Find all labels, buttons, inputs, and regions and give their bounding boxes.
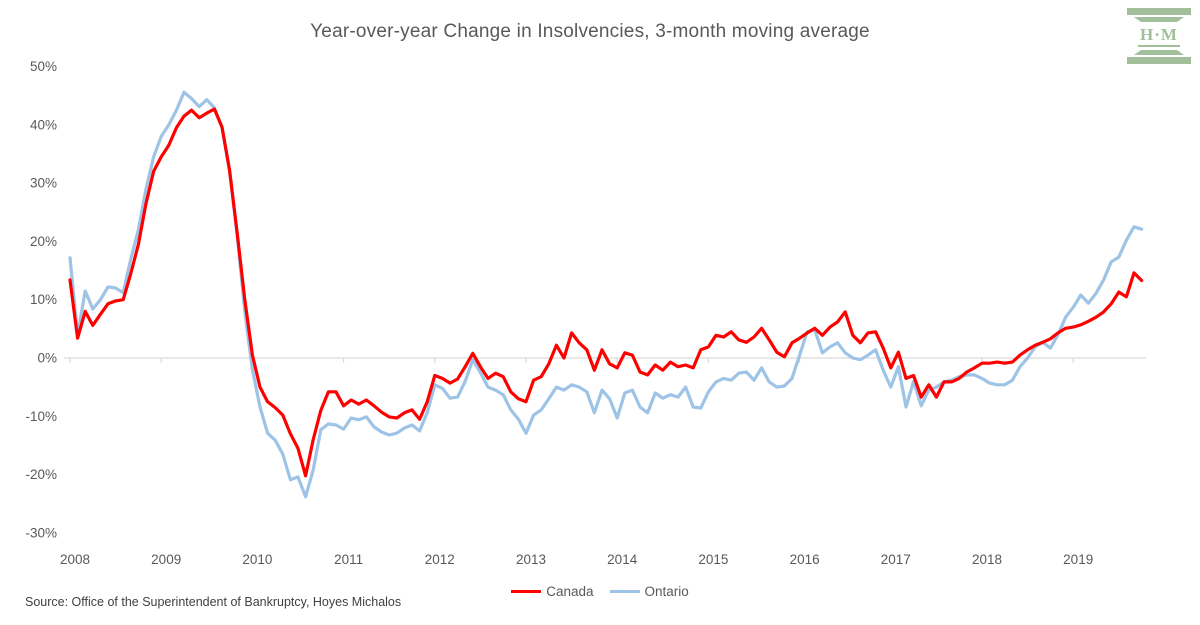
canada-line-swatch [511, 589, 542, 593]
y-axis-label: 30% [30, 176, 57, 191]
y-axis-label: -10% [25, 409, 57, 424]
y-axis-label: -20% [25, 467, 57, 482]
logo-top-bar [1127, 8, 1191, 15]
x-axis-label: 2013 [516, 552, 546, 567]
y-axis-label: 50% [30, 59, 57, 74]
x-axis-label: 2019 [1063, 552, 1093, 567]
y-axis-label: 20% [30, 234, 57, 249]
x-axis-label: 2011 [334, 552, 363, 567]
y-axis-label: 40% [30, 117, 57, 132]
legend-item-ontario: Ontario [609, 583, 689, 599]
legend: Canada Ontario [0, 583, 1200, 599]
x-axis-label: 2010 [242, 552, 272, 567]
ontario-line-swatch [609, 589, 640, 593]
logo-monogram: H·M [1140, 24, 1178, 44]
y-axis-label: 0% [37, 351, 57, 366]
x-axis-label: 2018 [972, 552, 1002, 567]
hoyes-michalos-logo: H·M [1126, 8, 1192, 64]
legend-label-ontario: Ontario [644, 583, 689, 599]
legend-label-canada: Canada [546, 583, 594, 599]
x-axis-label: 2009 [151, 552, 181, 567]
x-axis-label: 2015 [698, 552, 728, 567]
y-axis-label: 10% [30, 292, 57, 307]
canada-line [68, 107, 1144, 478]
chart-title: Year-over-year Change in Insolvencies, 3… [310, 21, 870, 42]
legend-item-canada: Canada [511, 583, 594, 599]
ontario-line [68, 90, 1144, 499]
x-axis-label: 2017 [881, 552, 911, 567]
x-axis-label: 2008 [60, 552, 90, 567]
logo-bottom-bar [1127, 57, 1191, 64]
logo-rule [1138, 44, 1180, 47]
x-axis-label: 2014 [607, 552, 638, 567]
x-axis-label: 2012 [425, 552, 455, 567]
logo-lower-trapezoid [1134, 50, 1184, 55]
source-note: Source: Office of the Superintendent of … [25, 595, 402, 609]
x-axis-label: 2016 [790, 552, 820, 567]
logo-upper-trapezoid [1134, 17, 1184, 22]
y-axis-label: -30% [25, 525, 57, 540]
